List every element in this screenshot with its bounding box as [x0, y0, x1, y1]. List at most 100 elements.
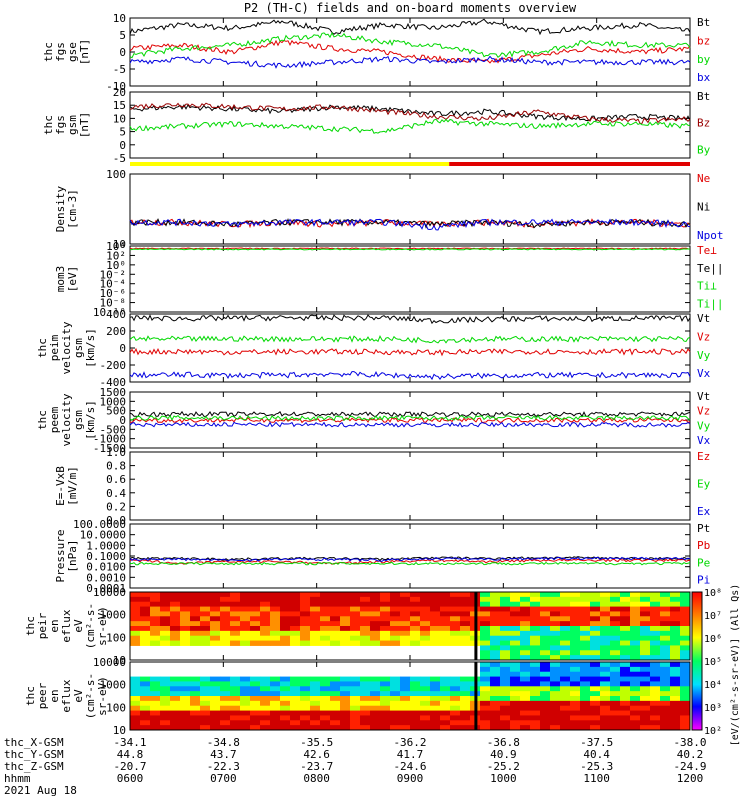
x-tick-label: 1100 — [583, 772, 610, 785]
legend-entry: Vz — [697, 330, 710, 343]
y-axis-label: peer — [36, 682, 49, 709]
y-tick-label: 0.6 — [106, 473, 126, 486]
chart-title: P2 (TH-C) fields and on-board moments ov… — [244, 1, 577, 15]
y-tick-label: 0.0001 — [86, 582, 126, 595]
legend-entry: By — [697, 143, 711, 156]
legend-entry: Pb — [697, 539, 710, 552]
mode-segment-fast — [449, 162, 690, 166]
x-tick-label: 40.9 — [490, 748, 517, 761]
y-tick-label: 100 — [106, 631, 126, 644]
y-axis-label: thc — [42, 115, 55, 135]
series-line-Ti — [129, 248, 691, 251]
y-tick-label: 10⁻⁸ — [100, 297, 127, 310]
mode-bar — [130, 162, 690, 166]
y-axis-label: Density — [54, 185, 67, 232]
legend-entry: Ey — [697, 478, 711, 491]
y-tick-label: 5 — [119, 126, 126, 139]
x-tick-label: -36.8 — [487, 736, 520, 749]
colorbar-tick: 10⁵ — [704, 657, 722, 668]
x-tick-label: 1200 — [677, 772, 704, 785]
y-axis-label: eflux — [60, 679, 73, 712]
y-axis-label: thc — [24, 686, 37, 706]
legend-entry: Vt — [697, 390, 710, 403]
panel-efield: 1.00.80.60.40.20.0 E=-VxB [mV/m] Ez Ey Ex — [54, 446, 711, 527]
y-tick-label: 1.0000 — [86, 539, 126, 552]
y-tick-label: -5 — [113, 63, 126, 76]
y-tick-label: 1500 — [100, 386, 127, 399]
y-axis-label: [km/s] — [84, 328, 97, 368]
series-line-Npot — [129, 218, 691, 231]
y-tick-label: 0.0 — [106, 514, 126, 527]
y-tick-label: 10⁻² — [100, 268, 127, 281]
axis-row-label: thc_X-GSM — [4, 736, 64, 749]
y-axis-label: fgs — [54, 115, 67, 135]
y-axis-label: eV — [72, 619, 85, 633]
series-line-Bz — [129, 102, 691, 124]
series-line-Vy — [129, 414, 691, 422]
y-tick-label: 10000 — [93, 586, 126, 599]
y-tick-label: 0 — [119, 342, 126, 355]
mode-segment-slow — [130, 162, 450, 166]
x-axis-annotations: thc_X-GSM -34.1 -34.8 -35.5 -36.2 -36.8 -37.5 -… — [4, 736, 707, 797]
x-tick-label: 0900 — [397, 772, 424, 785]
x-tick-label: -23.7 — [300, 760, 333, 773]
y-tick-label: 10000 — [93, 656, 126, 669]
y-axis-label: thc — [36, 410, 49, 430]
y-tick-label: 10 — [113, 724, 126, 737]
y-tick-label: 1000 — [100, 609, 127, 622]
y-axis-label: thc — [24, 616, 37, 636]
x-tick-label: 0600 — [117, 772, 144, 785]
y-tick-label: -200 — [100, 359, 127, 372]
y-axis-label: peem — [48, 406, 61, 433]
y-axis-label: [nPa] — [66, 539, 79, 572]
y-axis-label: mom3 — [54, 266, 67, 293]
legend-entry: Vy — [697, 419, 711, 432]
y-tick-label: 15 — [113, 99, 126, 112]
y-axis-label: gsm — [72, 410, 85, 430]
x-tick-label: 40.4 — [583, 748, 610, 761]
colorbar-tick: 10⁶ — [704, 634, 722, 645]
y-tick-label: 10⁻¹⁰ — [93, 306, 126, 319]
y-tick-label: -5 — [113, 152, 126, 165]
y-tick-label: 5 — [119, 29, 126, 42]
y-tick-label: 10⁻⁴ — [100, 278, 127, 291]
y-tick-label: 1000 — [100, 679, 127, 692]
legend-entry: Vx — [697, 434, 711, 447]
y-axis-label: fgs — [54, 42, 67, 62]
y-tick-label: 0.0100 — [86, 561, 126, 574]
legend-entry: Ti|| — [697, 297, 724, 310]
x-tick-label: 44.8 — [117, 748, 144, 761]
x-tick-label: -24.6 — [393, 760, 426, 773]
y-tick-label: 0 — [119, 139, 126, 152]
x-tick-label: -35.5 — [300, 736, 333, 749]
y-axis-label: (cm²-s- — [84, 673, 97, 719]
series-line-bz — [129, 39, 691, 64]
series-line-Pi — [129, 556, 691, 562]
y-axis-label: en — [48, 689, 61, 702]
legend-entry: Ni — [697, 201, 710, 214]
y-tick-label: 1000 — [100, 395, 127, 408]
y-tick-label: 200 — [106, 325, 126, 338]
y-axis-label: [mV/m] — [66, 466, 79, 506]
y-tick-label: 0.2 — [106, 500, 126, 513]
colorbar-tick: 10⁸ — [704, 588, 722, 599]
x-tick-label: 41.7 — [397, 748, 424, 761]
legend-entry: Npot — [697, 229, 724, 242]
series-line-Te — [129, 247, 691, 250]
y-axis-label: Pressure — [54, 530, 67, 583]
series-line-Vz — [129, 347, 691, 357]
legend-entry: Bt — [697, 16, 710, 29]
panel-fgs_gse: 10 5 0 -5 -10 thc fgs gse [nT] Bt bz by bx — [42, 12, 711, 93]
series-line-bx — [129, 55, 691, 69]
series-line-Vt — [129, 410, 691, 418]
axis-row-label: thc_Z-GSM — [4, 760, 64, 773]
y-axis-label: peir — [36, 612, 49, 639]
y-axis-label: sr-eV) — [96, 676, 109, 716]
series-line-Vz — [129, 417, 691, 424]
series-line-Vt — [129, 314, 691, 325]
legend-entry: Te⊥ — [697, 244, 717, 257]
y-tick-label: -1000 — [93, 433, 126, 446]
x-tick-label: 0800 — [303, 772, 330, 785]
y-axis-label: velocity — [60, 393, 73, 446]
